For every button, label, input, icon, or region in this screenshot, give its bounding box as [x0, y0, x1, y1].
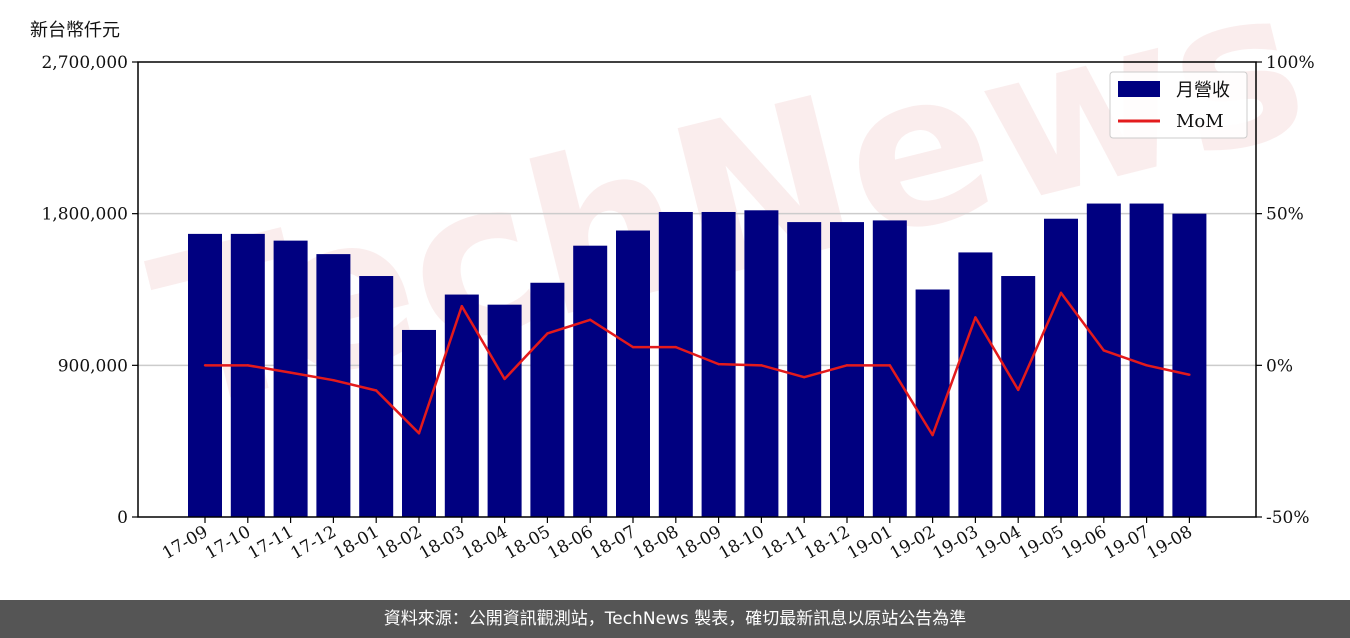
x-tick-label: 18-04 [459, 522, 511, 564]
source-footer: 資料來源：公開資訊觀測站，TechNews 製表，確切最新訊息以原站公告為準 [0, 600, 1350, 638]
x-tick-label: 19-08 [1143, 522, 1195, 564]
mom-point-18-09 [717, 362, 720, 366]
mom-point-17-12 [332, 378, 335, 382]
mom-line [205, 291, 1190, 437]
bar-18-11 [787, 222, 822, 517]
bar-18-04 [487, 304, 522, 517]
mom-point-17-09 [203, 364, 207, 367]
mom-point-18-12 [845, 364, 849, 367]
mom-point-19-04 [1017, 388, 1020, 392]
x-tick-label: 19-05 [1015, 522, 1067, 564]
right-tick-label: 0% [1266, 356, 1293, 376]
mom-point-19-03 [974, 316, 977, 319]
mom-point-18-01 [375, 389, 378, 392]
x-tick-label: 19-07 [1101, 522, 1153, 564]
x-tick-label: 19-01 [844, 522, 896, 564]
right-tick-label: 100% [1266, 53, 1315, 73]
x-tick-label: 18-01 [330, 522, 382, 564]
mom-point-18-04 [503, 377, 506, 381]
bar-17-09 [188, 233, 222, 517]
legend-label-revenue: 月營收 [1176, 80, 1230, 101]
bar-17-11 [273, 240, 308, 517]
bar-19-08 [1172, 213, 1207, 517]
mom-point-18-08 [674, 345, 677, 349]
bar-18-05 [530, 282, 565, 517]
mom-point-19-01 [888, 364, 891, 367]
y-axis-unit-label: 新台幣仟元 [30, 20, 120, 41]
x-tick-label: 17-12 [287, 522, 339, 564]
bar-19-04 [1001, 276, 1036, 517]
x-tick-label: 18-02 [373, 522, 425, 564]
left-tick-label: 2,700,000 [41, 53, 128, 73]
mom-point-17-10 [246, 364, 249, 367]
bar-19-05 [1044, 218, 1078, 517]
x-tick-label: 19-06 [1058, 522, 1110, 564]
x-tick-label: 18-06 [544, 522, 596, 564]
revenue-chart: TechNews 0900,0001,800,0002,700,000-50%0… [41, 0, 1326, 564]
bar-18-08 [658, 211, 693, 517]
plot-frame [137, 61, 1257, 518]
mom-point-18-05 [546, 332, 549, 335]
bar-18-07 [616, 230, 650, 517]
legend-bar-swatch [1118, 81, 1160, 97]
right-tick-label: -50% [1266, 508, 1310, 528]
x-tick-label: 17-09 [159, 522, 211, 564]
mom-point-17-11 [289, 371, 292, 374]
mom-point-18-07 [631, 345, 635, 349]
x-tick-label: 18-11 [758, 522, 810, 564]
x-tick-label: 18-03 [416, 522, 468, 564]
mom-point-19-02 [931, 433, 934, 437]
left-tick-label: 0 [117, 508, 128, 528]
x-tick-label: 19-03 [929, 522, 981, 564]
x-tick-label: 18-12 [801, 522, 853, 564]
x-tick-label: 19-02 [887, 522, 939, 564]
mom-point-18-10 [760, 364, 763, 367]
bar-19-03 [958, 252, 993, 518]
bar-19-06 [1086, 203, 1121, 518]
mom-point-18-11 [803, 375, 806, 379]
mom-point-19-06 [1102, 349, 1106, 352]
left-tick-label: 1,800,000 [41, 205, 128, 225]
x-tick-label: 17-11 [245, 522, 297, 564]
x-tick-label: 18-08 [630, 522, 682, 564]
legend: 月營收 MoM [1109, 71, 1248, 139]
x-tick-label: 18-10 [715, 522, 767, 564]
bar-18-06 [573, 245, 608, 517]
mom-point-18-06 [589, 318, 592, 322]
x-tick-label: 18-07 [587, 522, 639, 564]
x-tick-label: 18-09 [673, 522, 725, 564]
bar-18-10 [744, 210, 779, 517]
left-tick-label: 900,000 [58, 356, 128, 376]
mom-point-19-05 [1059, 291, 1063, 295]
bar-18-03 [444, 294, 479, 517]
bar-18-02 [402, 329, 436, 517]
right-tick-label: 50% [1266, 205, 1304, 225]
legend-label-mom: MoM [1176, 111, 1224, 132]
mom-line-series [203, 291, 1191, 437]
x-tick-label: 19-04 [972, 522, 1024, 564]
mom-point-18-03 [460, 304, 463, 308]
bar-19-01 [872, 220, 907, 517]
bar-18-01 [359, 276, 394, 517]
x-tick-label: 17-10 [202, 522, 254, 564]
bar-17-12 [316, 254, 351, 517]
mom-point-19-08 [1188, 373, 1191, 376]
x-tick-label: 18-05 [501, 522, 553, 564]
bar-17-10 [230, 233, 265, 517]
mom-point-18-02 [417, 432, 421, 435]
mom-point-19-07 [1145, 364, 1148, 367]
